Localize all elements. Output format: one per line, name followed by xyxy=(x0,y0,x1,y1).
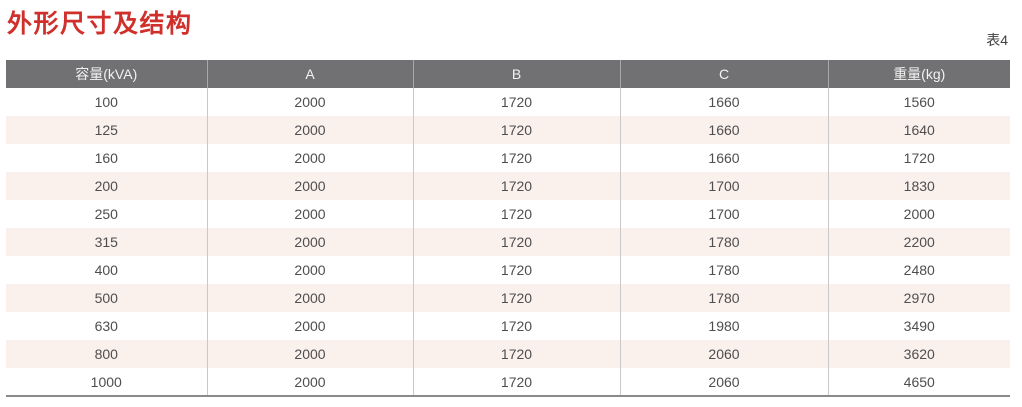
table-cell: 2000 xyxy=(207,144,414,172)
table-cell: 2970 xyxy=(903,290,935,306)
table-cell: 1660 xyxy=(620,116,829,144)
table-cell: 1000 xyxy=(6,368,208,396)
table-cell: 1720 xyxy=(413,172,621,200)
table-cell: 2060 xyxy=(620,340,829,368)
table-cell: 2000 xyxy=(207,116,414,144)
table-row: 400 2000 1720 1780 2480 xyxy=(6,256,1010,284)
table-row: 125 2000 1720 1660 1640 xyxy=(6,116,1010,144)
table-cell: 1660 xyxy=(620,88,829,116)
table-cell: 1720 xyxy=(413,312,621,340)
column-header: 容量(kVA) xyxy=(6,60,208,88)
table-cell: 1720 xyxy=(413,368,621,396)
dimensions-table: 容量(kVA) A B C 重量(kg) 100 2000 1720 1660 1560 125 2… xyxy=(6,60,1010,397)
table-cell: 2000 xyxy=(207,88,414,116)
table-cell: 2000 xyxy=(903,206,935,222)
table-cell: 100 xyxy=(6,88,208,116)
table-cell: 1660 xyxy=(620,144,829,172)
table-cell: 250 xyxy=(6,200,208,228)
table-cell: 1720 xyxy=(413,284,621,312)
table-row: 250 2000 1720 1700 2000 xyxy=(6,200,1010,228)
table-row: 100 2000 1720 1660 1560 xyxy=(6,88,1010,116)
table-row: 160 2000 1720 1660 1720 xyxy=(6,144,1010,172)
table-cell: 1780 xyxy=(620,284,829,312)
table-cell: 1720 xyxy=(413,144,621,172)
table-body: 100 2000 1720 1660 1560 125 2000 1720 1660 1640 16… xyxy=(6,88,1010,396)
table-cell: 2000 xyxy=(207,200,414,228)
table-cell: 160 xyxy=(6,144,208,172)
table-cell: 1980 xyxy=(620,312,829,340)
table-row: 500 2000 1720 1780 2970 xyxy=(6,284,1010,312)
table-cell: 1720 xyxy=(413,200,621,228)
page-title: 外形尺寸及结构 xyxy=(7,10,193,38)
table-row: 200 2000 1720 1700 1830 xyxy=(6,172,1010,200)
table-cell: 400 xyxy=(6,256,208,284)
table-cell: 1780 xyxy=(620,256,829,284)
table-cell: 2000 xyxy=(207,172,414,200)
table-cell: 125 xyxy=(6,116,208,144)
column-header: C xyxy=(620,60,829,88)
column-header: 重量(kg) xyxy=(828,60,1010,88)
table-cell: 630 xyxy=(6,312,208,340)
table-caption: 表4 xyxy=(986,32,1008,48)
table-cell: 1720 xyxy=(413,116,621,144)
table-cell: 1720 xyxy=(903,150,935,166)
table-cell: 2000 xyxy=(207,256,414,284)
table-cell: 2200 xyxy=(903,234,935,250)
table-cell: 315 xyxy=(6,228,208,256)
table-cell: 500 xyxy=(6,284,208,312)
column-header: A xyxy=(207,60,414,88)
table-cell: 1560 xyxy=(903,94,935,110)
table-cell: 200 xyxy=(6,172,208,200)
table-cell: 1830 xyxy=(903,178,935,194)
table-cell: 2060 xyxy=(620,368,829,396)
table-cell: 1720 xyxy=(413,340,621,368)
table-cell: 1720 xyxy=(413,88,621,116)
table-cell: 3490 xyxy=(903,318,935,334)
table-cell: 2480 xyxy=(903,262,935,278)
header-row: 容量(kVA) A B C 重量(kg) xyxy=(6,60,1010,88)
table-cell: 2000 xyxy=(207,228,414,256)
table-cell: 2000 xyxy=(207,368,414,396)
table-cell: 4650 xyxy=(903,373,935,390)
table-cell: 1720 xyxy=(413,228,621,256)
table-cell: 2000 xyxy=(207,340,414,368)
table-row: 800 2000 1720 2060 3620 xyxy=(6,340,1010,368)
table-cell: 1720 xyxy=(413,256,621,284)
table-row: 630 2000 1720 1980 3490 xyxy=(6,312,1010,340)
table-cell: 2000 xyxy=(207,284,414,312)
table-cell: 800 xyxy=(6,340,208,368)
table-cell: 1700 xyxy=(620,172,829,200)
table-cell: 1780 xyxy=(620,228,829,256)
table-row: 1000 2000 1720 2060 4650 xyxy=(6,368,1010,396)
table-row: 315 2000 1720 1780 2200 xyxy=(6,228,1010,256)
table-cell: 1700 xyxy=(620,200,829,228)
column-header: B xyxy=(413,60,621,88)
table-cell: 1640 xyxy=(903,122,935,138)
table-cell: 2000 xyxy=(207,312,414,340)
table-cell: 3620 xyxy=(903,346,935,362)
